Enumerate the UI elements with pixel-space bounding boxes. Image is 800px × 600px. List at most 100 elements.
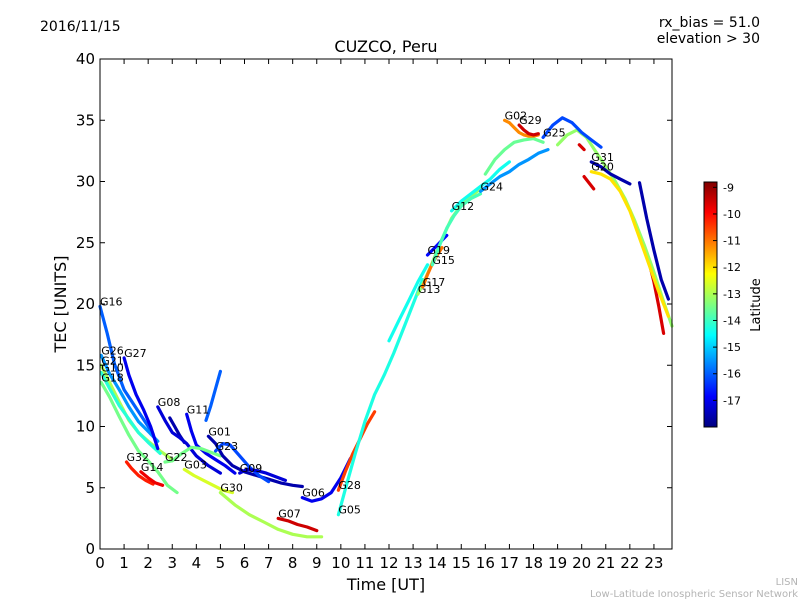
x-tick-label: 2 (143, 554, 153, 572)
x-tick-label: 6 (240, 554, 250, 572)
series-label-g28: G28 (338, 479, 361, 492)
colorbar-ticks: -9 -10 -11 -12 -13 -14 -15 -16 -17 (713, 181, 741, 407)
x-tick-label: 14 (428, 554, 447, 572)
x-tick-label: 13 (404, 554, 423, 572)
x-tick-label: 0 (95, 554, 105, 572)
x-tick-label: 22 (620, 554, 639, 572)
tec-trace-g01 (206, 434, 304, 489)
series-label-g26: G26 (101, 344, 124, 357)
series-label-g03: G03 (184, 458, 207, 471)
tec-trace-g03 (182, 467, 235, 495)
series-label-g25: G25 (543, 126, 566, 139)
x-tick-label: 9 (312, 554, 322, 572)
colorbar-tick-label: -14 (723, 314, 741, 327)
x-tick-label: 20 (572, 554, 591, 572)
x-tick-label: 17 (500, 554, 519, 572)
x-tick-label: 23 (644, 554, 663, 572)
colorbar-tick-label: -16 (723, 368, 741, 381)
x-tick-label: 7 (264, 554, 274, 572)
series-label-g08: G08 (158, 396, 181, 409)
tec-trace-g23 (214, 442, 271, 484)
series-label-g21: G21 (101, 354, 124, 367)
tec-trace-unlabeled-0 (204, 369, 222, 422)
colorbar-label: Latitude (749, 278, 764, 332)
series-label-g11: G11 (187, 403, 210, 416)
colorbar-tick-label: -11 (723, 235, 741, 248)
x-tick-label: 3 (167, 554, 177, 572)
series-label-g23: G23 (216, 440, 239, 453)
y-tick-label: 20 (76, 295, 95, 313)
series-label-g24: G24 (481, 180, 504, 193)
x-tick-label: 1 (119, 554, 129, 572)
colorbar-tick-label: -17 (723, 394, 741, 407)
y-tick-label: 30 (76, 173, 95, 191)
tec-trace-g07 (276, 516, 319, 533)
chart-title: CUZCO, Peru (334, 37, 437, 56)
series-label-g19: G19 (428, 244, 451, 257)
tec-trace-g08 (156, 405, 222, 475)
tec-trace-unlabeled-6 (556, 128, 674, 328)
colorbar-gradient (703, 181, 718, 428)
series-label-g14: G14 (141, 461, 164, 474)
series-label-g32: G32 (127, 451, 150, 464)
date-label: 2016/11/15 (40, 19, 121, 35)
tec-trace-g29 (517, 123, 540, 137)
tec-trace-g27 (122, 356, 160, 451)
x-tick-label: 4 (192, 554, 202, 572)
y-tick-label: 5 (85, 479, 95, 497)
tec-trace-g14 (139, 470, 165, 487)
x-ticks: 0 1 2 3 4 5 6 7 8 9 10 11 12 13 14 15 16 17 18 19 20 21 22 23 (95, 59, 663, 572)
series-label-g15: G15 (432, 254, 455, 267)
series-label-g31: G31 (591, 151, 614, 164)
series-label-g29: G29 (519, 114, 542, 127)
series-layer (98, 116, 674, 539)
tec-trace-g16 (98, 304, 155, 436)
tec-trace-g15 (430, 192, 483, 267)
y-tick-label: 25 (76, 234, 95, 252)
y-ticks: 0 5 10 15 20 25 30 35 40 (76, 50, 672, 558)
series-label-g22: G22 (165, 451, 188, 464)
tec-trace-g32 (124, 460, 155, 486)
y-tick-label: 15 (76, 356, 95, 374)
tec-trace-g09 (238, 467, 287, 482)
series-label-g30: G30 (220, 482, 243, 495)
elevation-label: elevation > 30 (657, 31, 760, 47)
x-tick-label: 15 (452, 554, 471, 572)
series-label-g17: G17 (423, 276, 446, 289)
footer-org-short: LISN (776, 577, 798, 588)
series-label-g05: G05 (338, 504, 361, 517)
x-tick-label: 8 (288, 554, 298, 572)
series-label-g18: G18 (101, 371, 124, 384)
tec-trace-g30 (218, 491, 324, 539)
series-label-g20: G20 (591, 161, 614, 174)
tec-trace-g20 (589, 170, 670, 318)
x-tick-label: 5 (216, 554, 226, 572)
bias-label: rx_bias = 51.0 (659, 15, 760, 31)
tec-trace-unlabeled-3 (582, 175, 596, 191)
x-tick-label: 21 (596, 554, 615, 572)
x-tick-label: 16 (476, 554, 495, 572)
y-tick-label: 10 (76, 418, 95, 436)
colorbar-tick-label: -12 (723, 261, 741, 274)
tec-trace-g10 (99, 371, 162, 455)
tec-trace-unlabeled-7 (483, 137, 545, 176)
tec-trace-unlabeled-8 (387, 263, 430, 343)
tec-trace-unlabeled-2 (637, 181, 670, 301)
x-tick-label: 10 (331, 554, 350, 572)
y-tick-label: 0 (85, 540, 95, 558)
tec-trace-g05 (336, 277, 425, 517)
footer-org-long: Low-Latitude Ionospheric Sensor Network (590, 589, 798, 600)
series-label-g10: G10 (101, 362, 124, 375)
x-tick-label: 12 (379, 554, 398, 572)
tec-trace-g06 (300, 456, 353, 503)
x-axis-title: Time [UT] (346, 575, 425, 594)
plot-frame (99, 58, 673, 550)
series-label-g02: G02 (505, 109, 528, 122)
colorbar-tick-label: -13 (723, 288, 741, 301)
series-label-g06: G06 (302, 487, 325, 500)
colorbar-tick-label: -9 (723, 181, 734, 194)
colorbar-tick-label: -15 (723, 341, 741, 354)
tec-trace-g22 (163, 445, 222, 464)
y-axis-title: TEC [UNITS] (51, 256, 70, 354)
